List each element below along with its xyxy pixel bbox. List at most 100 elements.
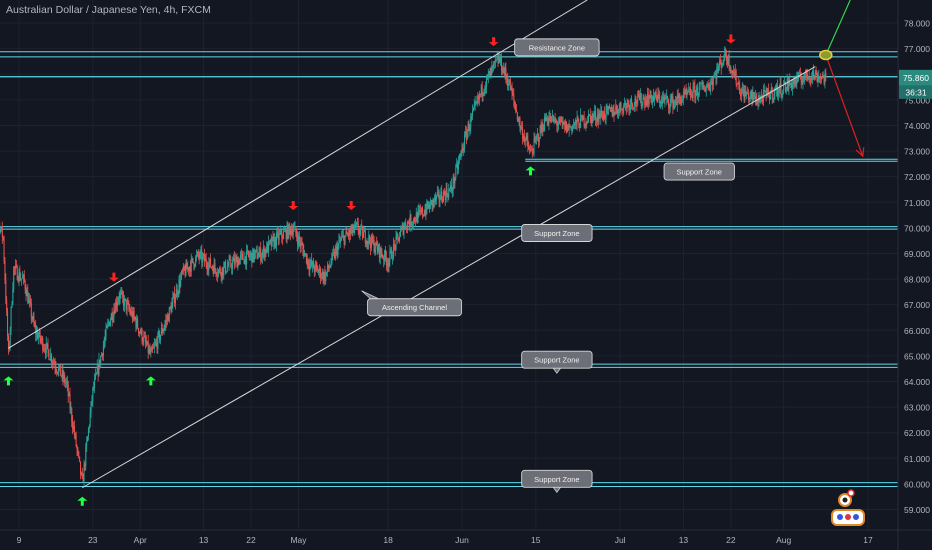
candle-body [707,84,709,86]
candle-body [146,340,148,345]
candle-body [438,191,440,201]
candle-body [360,225,362,230]
candle-body [719,60,721,63]
candle-body [166,320,168,322]
candle-body [527,139,529,147]
candle-body [170,307,172,313]
candle-body [671,96,673,100]
candle-body [550,116,552,122]
candle-body [45,342,47,354]
candle-body [313,268,315,272]
candle-body [349,229,351,234]
time-tick-label: 18 [383,535,393,545]
candle-body [184,269,186,276]
candle-body [413,218,415,222]
candle-body [486,75,488,87]
candle-body [109,319,111,326]
candle-body [820,76,822,80]
candle-body [68,394,70,397]
candle-body [427,201,429,208]
candle-body [268,240,270,242]
candle-body [121,292,123,293]
candle-body [87,428,89,437]
candle-body [30,303,32,318]
candle-body [161,328,163,333]
candle-body [114,309,116,314]
candle-body [388,260,390,267]
candle-body [192,258,194,263]
candle-body [418,210,420,212]
candle-body [781,93,783,96]
candle-body [16,266,18,281]
candle-body [69,394,71,409]
candle-body [133,311,135,318]
candle-body [681,99,683,105]
candle-body [64,375,66,384]
candle-body [731,70,733,74]
candle-body [379,247,381,258]
candle-body [112,317,114,321]
candle-body [391,249,393,259]
candle-body [234,258,236,265]
time-axis[interactable]: 9 23 Apr 13 22 May 18 Jun 15 Jul 13 22 Aug 17 [0,529,932,545]
price-axis[interactable]: 59.000 60.000 61.000 62.000 63.000 64.000 65.0… [897,0,932,550]
candle-body [540,125,542,132]
ascending-channel [8,0,816,489]
candle-body [224,262,226,267]
candle-body [362,226,364,238]
candle-body [53,361,55,364]
candle-body [384,250,386,258]
candle-body [281,230,283,238]
candle-body [300,242,302,247]
candle-body [364,230,366,243]
candle-body [111,313,113,321]
candle-body [621,109,623,111]
candle-body [26,290,28,297]
candle-body [183,266,185,270]
candle-body [618,107,620,114]
candle-body [5,279,7,301]
candle-body [285,229,287,240]
candle-body [209,258,211,264]
candle-body [160,328,162,335]
candle-body [649,90,651,98]
candle-body [189,266,191,272]
candle-body [476,101,478,103]
callout-label: Resistance Zone [529,43,585,52]
time-tick-label: 13 [199,535,209,545]
candle-body [377,244,379,252]
candle-body [97,366,99,375]
candle-body [785,88,787,92]
candle-body [110,313,112,320]
candle-body [14,265,16,269]
candle-body [178,280,180,293]
candle-body [211,266,213,269]
candle-body [400,227,402,231]
candle-body [202,256,204,263]
candle-body [528,146,530,150]
candle-body [715,73,717,79]
candle-body [71,408,73,422]
candle-body [798,72,800,74]
candle-body [683,91,685,94]
candle-body [56,370,58,373]
candle-body [123,298,125,307]
candle-body [431,200,433,207]
candle-body [304,253,306,257]
candle-body [684,89,686,94]
candle-body [463,148,465,151]
candle-body [634,98,636,107]
candle-body [416,213,418,223]
candle-body [311,260,313,266]
candle-body [177,292,179,295]
candle-body [613,110,615,116]
candle-body [575,120,577,125]
candle-body [109,321,111,326]
candle-body [295,226,297,234]
candle-body [576,116,578,125]
candle-body [685,89,687,94]
candle-body [370,235,372,248]
candle-body [354,223,356,230]
